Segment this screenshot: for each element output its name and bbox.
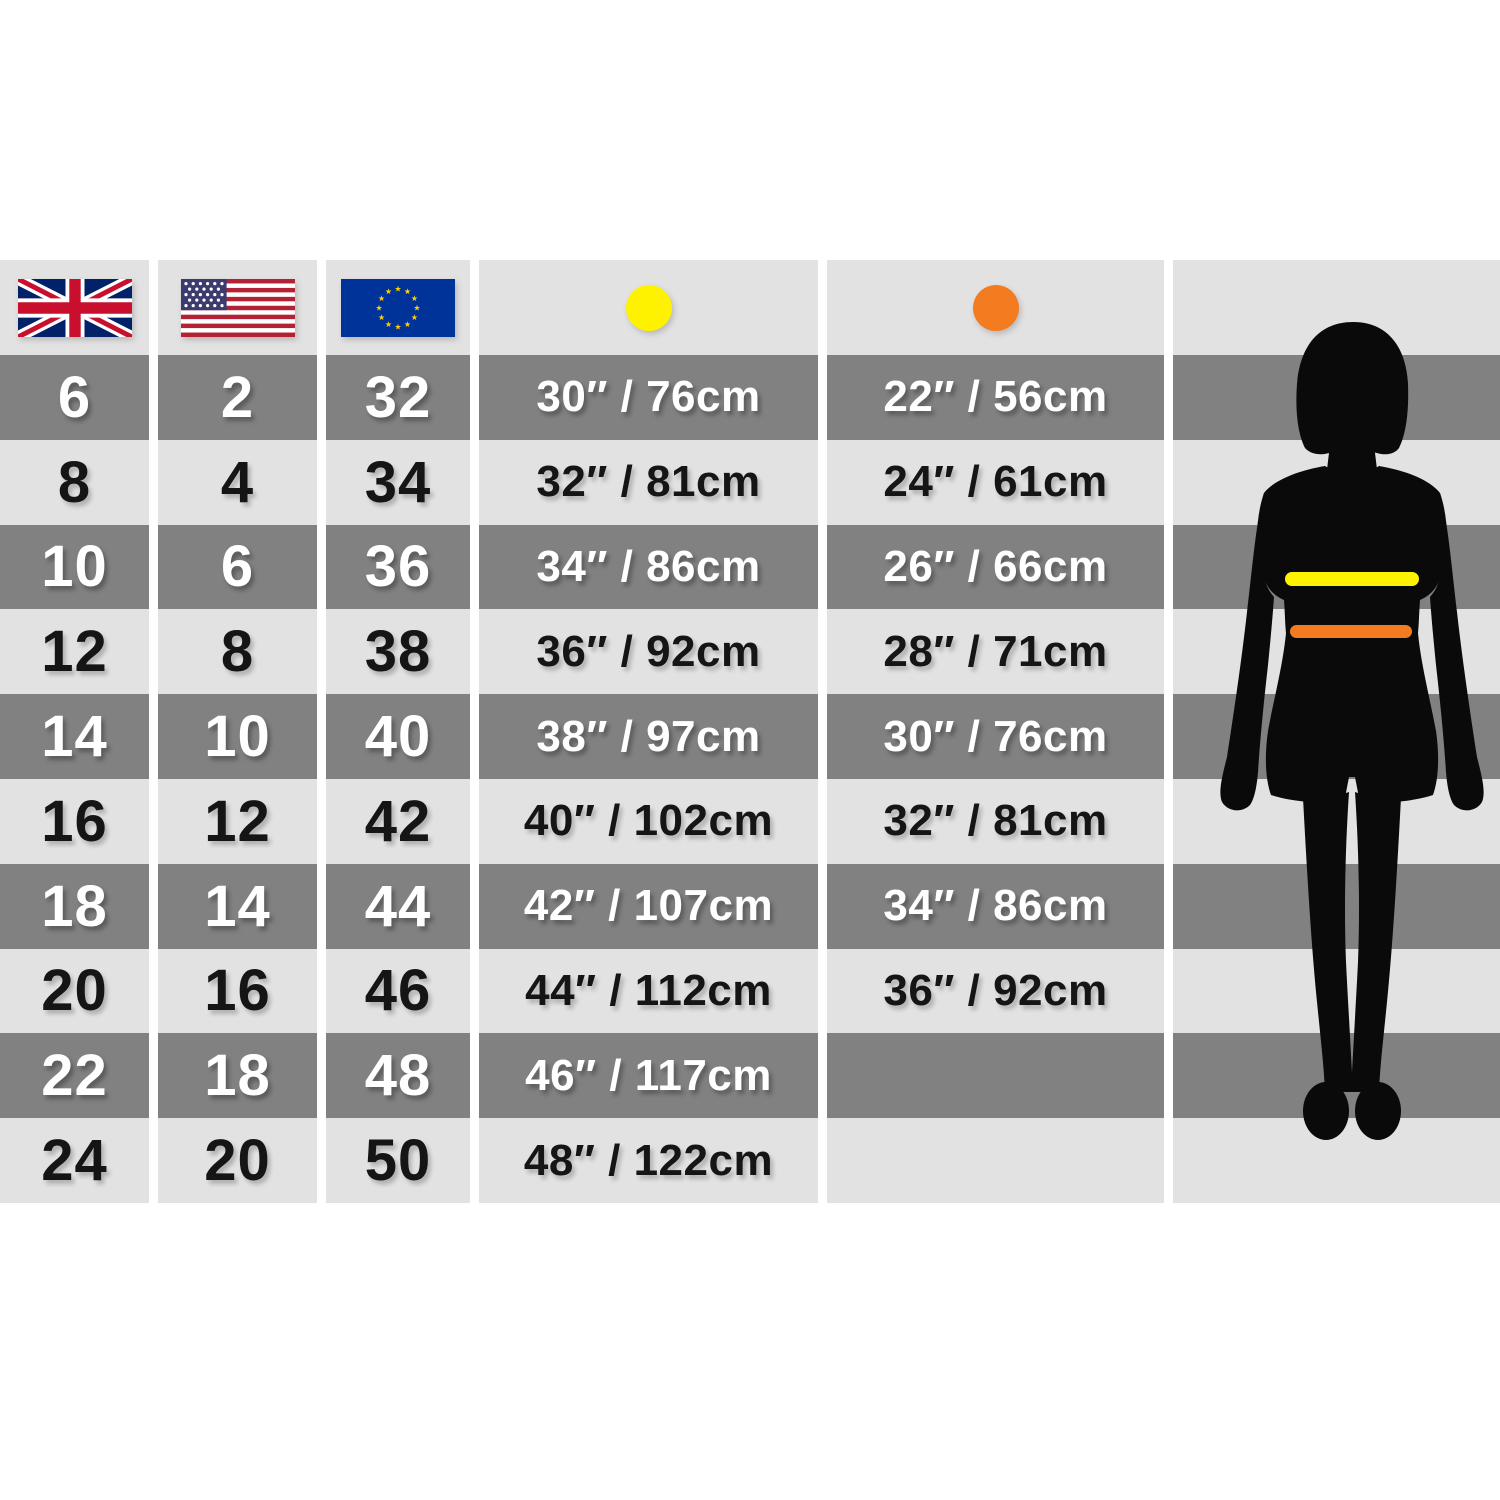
uk-flag-icon bbox=[17, 278, 132, 337]
cell-bust-row-10: 48″ / 122cm bbox=[479, 1118, 818, 1203]
cell-eu-row-5: 40 bbox=[326, 694, 470, 779]
cell-waist-row-6: 32″ / 81cm bbox=[827, 778, 1164, 864]
header-cell-eu bbox=[326, 260, 470, 355]
cell-uk-row-9: 22 bbox=[0, 1033, 149, 1119]
cell-eu-row-10: 50 bbox=[326, 1118, 470, 1203]
waist-indicator-dot-icon bbox=[972, 284, 1019, 331]
cell-bust-row-9: 46″ / 117cm bbox=[479, 1033, 818, 1119]
cell-us-row-5: 10 bbox=[158, 694, 317, 779]
figure-column-cell bbox=[1173, 694, 1500, 779]
cell-bust-row-4: 36″ / 92cm bbox=[479, 609, 818, 695]
cell-uk-row-6: 16 bbox=[0, 778, 149, 864]
cell-uk-row-8: 20 bbox=[0, 948, 149, 1034]
bust-indicator-dot-icon bbox=[625, 284, 672, 331]
cell-uk-row-7: 18 bbox=[0, 863, 149, 949]
cell-eu-row-6: 42 bbox=[326, 778, 470, 864]
cell-waist-row-3: 26″ / 66cm bbox=[827, 524, 1164, 610]
cell-uk-row-10: 24 bbox=[0, 1118, 149, 1203]
cell-uk-row-5: 14 bbox=[0, 694, 149, 779]
cell-us-row-1: 2 bbox=[158, 355, 317, 440]
size-table: 6 2 32 30″ / 76cm 22″ / 56cm 8 4 34 32″ / 81cm 24… bbox=[0, 260, 1500, 1203]
cell-bust-row-7: 42″ / 107cm bbox=[479, 863, 818, 949]
cell-bust-row-5: 38″ / 97cm bbox=[479, 694, 818, 779]
cell-bust-row-1: 30″ / 76cm bbox=[479, 355, 818, 440]
header-cell-figure bbox=[1173, 260, 1500, 355]
cell-waist-row-8: 36″ / 92cm bbox=[827, 948, 1164, 1034]
cell-eu-row-3: 36 bbox=[326, 524, 470, 610]
figure-column-cell bbox=[1173, 439, 1500, 525]
header-cell-us bbox=[158, 260, 317, 355]
figure-column-cell bbox=[1173, 863, 1500, 949]
cell-waist-row-4: 28″ / 71cm bbox=[827, 609, 1164, 695]
figure-column-cell bbox=[1173, 1118, 1500, 1203]
cell-us-row-7: 14 bbox=[158, 863, 317, 949]
us-flag-icon bbox=[180, 278, 295, 337]
figure-column-cell bbox=[1173, 778, 1500, 864]
cell-waist-row-1: 22″ / 56cm bbox=[827, 355, 1164, 440]
header-cell-waist bbox=[827, 260, 1164, 355]
cell-waist-row-5: 30″ / 76cm bbox=[827, 694, 1164, 779]
header-cell-bust bbox=[479, 260, 818, 355]
cell-us-row-10: 20 bbox=[158, 1118, 317, 1203]
cell-us-row-8: 16 bbox=[158, 948, 317, 1034]
cell-eu-row-4: 38 bbox=[326, 609, 470, 695]
cell-waist-row-2: 24″ / 61cm bbox=[827, 439, 1164, 525]
cell-eu-row-9: 48 bbox=[326, 1033, 470, 1119]
cell-uk-row-2: 8 bbox=[0, 439, 149, 525]
cell-us-row-9: 18 bbox=[158, 1033, 317, 1119]
cell-waist-row-10 bbox=[827, 1118, 1164, 1203]
figure-column-cell bbox=[1173, 948, 1500, 1034]
cell-waist-row-9 bbox=[827, 1033, 1164, 1119]
figure-column-cell bbox=[1173, 524, 1500, 610]
cell-us-row-2: 4 bbox=[158, 439, 317, 525]
cell-us-row-3: 6 bbox=[158, 524, 317, 610]
header-cell-uk bbox=[0, 260, 149, 355]
cell-eu-row-1: 32 bbox=[326, 355, 470, 440]
cell-uk-row-1: 6 bbox=[0, 355, 149, 440]
cell-bust-row-3: 34″ / 86cm bbox=[479, 524, 818, 610]
cell-bust-row-2: 32″ / 81cm bbox=[479, 439, 818, 525]
cell-us-row-6: 12 bbox=[158, 778, 317, 864]
cell-uk-row-4: 12 bbox=[0, 609, 149, 695]
cell-eu-row-7: 44 bbox=[326, 863, 470, 949]
figure-column-cell bbox=[1173, 1033, 1500, 1119]
cell-bust-row-8: 44″ / 112cm bbox=[479, 948, 818, 1034]
cell-us-row-4: 8 bbox=[158, 609, 317, 695]
cell-eu-row-2: 34 bbox=[326, 439, 470, 525]
cell-uk-row-3: 10 bbox=[0, 524, 149, 610]
figure-column-cell bbox=[1173, 355, 1500, 440]
cell-waist-row-7: 34″ / 86cm bbox=[827, 863, 1164, 949]
cell-eu-row-8: 46 bbox=[326, 948, 470, 1034]
eu-flag-icon bbox=[341, 278, 455, 337]
figure-column-cell bbox=[1173, 609, 1500, 695]
cell-bust-row-6: 40″ / 102cm bbox=[479, 778, 818, 864]
